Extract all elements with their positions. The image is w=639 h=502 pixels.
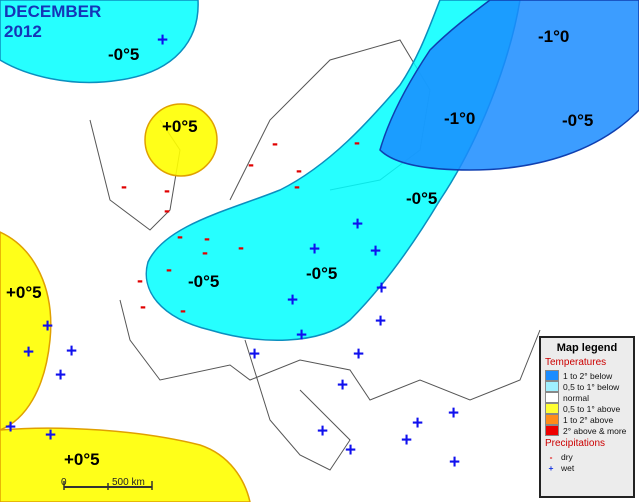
scale-bar: 0 500 km — [61, 477, 153, 490]
anomaly-label: +0°5 — [6, 283, 42, 302]
legend-item-label: normal — [563, 392, 589, 403]
legend-item-label: wet — [561, 462, 575, 473]
anomaly-label: -1°0 — [538, 27, 569, 46]
wet-marker: + — [42, 316, 53, 337]
legend-swatch — [545, 403, 559, 414]
legend-temperature-item: 0,5 to 1° above — [545, 403, 629, 414]
legend-symbol: - — [549, 451, 553, 462]
legend-precip-item: - dry — [545, 451, 629, 462]
dry-marker: - — [137, 270, 143, 290]
anomaly-label: -0°5 — [188, 272, 219, 291]
legend-swatch — [545, 381, 559, 392]
legend-precip-heading: Precipitations — [545, 438, 606, 449]
anomaly-label: -0°5 — [108, 45, 139, 64]
wet-marker: + — [55, 365, 66, 386]
legend-item-label: 0,5 to 1° above — [563, 403, 621, 414]
anomaly-label: +0°5 — [162, 117, 198, 136]
dry-marker: - — [140, 296, 146, 316]
dry-marker: - — [354, 132, 360, 152]
anomaly-label: -0°5 — [562, 111, 593, 130]
dry-marker: - — [166, 259, 172, 279]
dry-marker: - — [296, 160, 302, 180]
wet-marker: + — [375, 311, 386, 332]
anomaly-label: -1°0 — [444, 109, 475, 128]
dry-marker: - — [164, 180, 170, 200]
wet-marker: + — [376, 278, 387, 299]
wet-marker: + — [45, 425, 56, 446]
legend-item-label: 2° above & more — [563, 425, 627, 436]
dry-marker: - — [180, 300, 186, 320]
legend-temperature-item: 0,5 to 1° below — [545, 381, 629, 392]
wet-marker: + — [345, 440, 356, 461]
dry-marker: - — [238, 237, 244, 257]
map-legend: Map legend Temperatures 1 to 2° below 0,5… — [539, 336, 635, 498]
dry-marker: - — [294, 176, 300, 196]
legend-item-label: 1 to 2° above — [563, 414, 614, 425]
dry-marker: - — [248, 154, 254, 174]
wet-marker: + — [370, 241, 381, 262]
dry-marker: - — [204, 228, 210, 248]
scale-distance: 500 km — [112, 477, 145, 488]
legend-item-label: dry — [561, 451, 573, 462]
dry-marker: - — [164, 200, 170, 220]
legend-temperature-item: normal — [545, 392, 629, 403]
title-month: DECEMBER — [4, 2, 102, 21]
scale-zero: 0 — [61, 477, 67, 488]
wet-marker: + — [249, 344, 260, 365]
dry-marker: - — [202, 242, 208, 262]
legend-temperature-item: 1 to 2° above — [545, 414, 629, 425]
dry-marker: - — [121, 176, 127, 196]
region-warm-north-africa — [0, 427, 251, 502]
anomaly-label: -0°5 — [406, 189, 437, 208]
legend-swatch — [545, 425, 559, 436]
region-warm-iberia — [0, 231, 52, 431]
anomaly-label: -0°5 — [306, 264, 337, 283]
wet-marker: + — [401, 430, 412, 451]
legend-item-label: 1 to 2° below — [563, 370, 613, 381]
legend-swatch — [545, 414, 559, 425]
wet-marker: + — [337, 375, 348, 396]
wet-marker: + — [448, 403, 459, 424]
wet-marker: + — [5, 417, 16, 438]
legend-swatch — [545, 370, 559, 381]
dry-marker: - — [272, 133, 278, 153]
wet-marker: + — [412, 413, 423, 434]
anomaly-label: +0°5 — [64, 450, 100, 469]
wet-marker: + — [309, 239, 320, 260]
wet-marker: + — [23, 342, 34, 363]
title-year: 2012 — [4, 22, 42, 41]
wet-marker: + — [296, 325, 307, 346]
region-cold-east — [379, 0, 639, 171]
dry-marker: - — [177, 226, 183, 246]
legend-precip-item: + wet — [545, 462, 629, 473]
wet-marker: + — [287, 290, 298, 311]
legend-swatch — [545, 392, 559, 403]
region-cold-north-atlantic — [0, 0, 199, 84]
legend-temperature-item: 1 to 2° below — [545, 370, 629, 381]
map-title: DECEMBER 2012 — [4, 2, 101, 42]
legend-title: Map legend — [556, 342, 618, 354]
wet-marker: + — [66, 341, 77, 362]
wet-marker: + — [449, 452, 460, 473]
wet-marker: + — [317, 421, 328, 442]
legend-item-label: 0,5 to 1° below — [563, 381, 620, 392]
legend-temperature-list: 1 to 2° below 0,5 to 1° below normal 0,5 to… — [545, 370, 629, 436]
wet-marker: + — [353, 344, 364, 365]
legend-symbol: + — [548, 462, 554, 473]
wet-marker: + — [157, 30, 168, 51]
wet-marker: + — [352, 214, 363, 235]
legend-temperatures-heading: Temperatures — [545, 357, 607, 368]
region-warm-scotland — [144, 103, 218, 177]
legend-precip-list: - dry + wet — [545, 451, 629, 473]
legend-temperature-item: 2° above & more — [545, 425, 629, 436]
